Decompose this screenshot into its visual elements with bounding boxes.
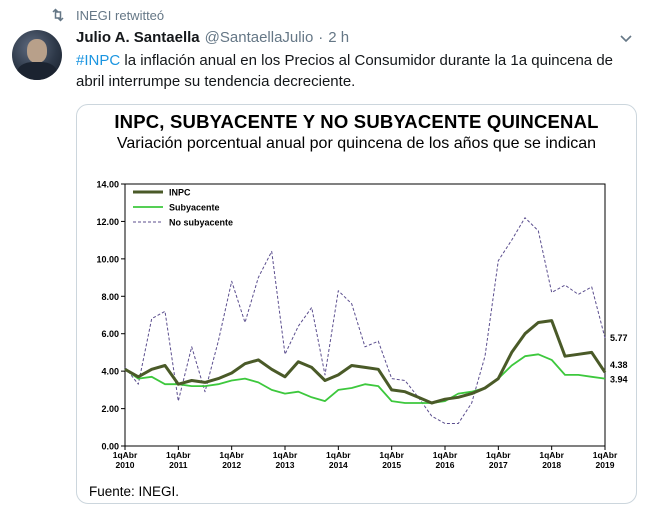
end-value-label: 5.77 [610, 333, 628, 343]
x-tick-label: 1qAbr [379, 450, 404, 460]
chart-title: INPC, SUBYACENTE Y NO SUBYACENTE QUINCEN… [114, 111, 599, 132]
x-tick-year: 2013 [276, 460, 295, 470]
x-tick-year: 2011 [169, 460, 188, 470]
x-tick-label: 1qAbr [539, 450, 564, 460]
x-tick-year: 2010 [116, 460, 135, 470]
x-tick-year: 2015 [382, 460, 401, 470]
y-tick-label: 6.00 [101, 329, 119, 339]
chevron-down-icon[interactable] [618, 30, 634, 46]
retweet-context: INEGI retwitteó [50, 5, 164, 25]
tweet-media-chart[interactable]: INPC, SUBYACENTE Y NO SUBYACENTE QUINCEN… [76, 104, 637, 504]
x-tick-label: 1qAbr [433, 450, 458, 460]
series-line-inpc [124, 319, 607, 405]
series-line-subyacente [124, 353, 606, 404]
y-tick-label: 10.00 [96, 254, 119, 264]
legend-label: INPC [169, 188, 191, 198]
tweet-time[interactable]: 2 h [328, 29, 350, 46]
y-tick-label: 2.00 [101, 404, 119, 414]
x-tick-label: 1qAbr [593, 450, 618, 460]
line-chart: 0.00 2.00 4.00 6.00 8.00 10.00 12.00 14.00 1qAbr… [96, 180, 628, 471]
x-tick-label: 1qAbr [166, 450, 191, 460]
author-name[interactable]: Julio A. Santaella [76, 29, 200, 46]
x-tick-year: 2012 [222, 460, 241, 470]
retweet-icon [50, 8, 66, 22]
x-tick-label: 1qAbr [486, 450, 511, 460]
plot-area [124, 183, 606, 447]
x-tick-label: 1qAbr [273, 450, 298, 460]
x-tick-year: 2019 [596, 460, 615, 470]
chart-subtitle: Variación porcentual anual por quincena … [116, 135, 597, 152]
chart-source: Fuente: INEGI. [89, 484, 180, 499]
tweet-text: #INPC la inflación anual en los Precios … [76, 50, 636, 92]
x-tick-label: 1qAbr [219, 450, 244, 460]
x-tick-year: 2018 [542, 460, 561, 470]
series-line-no-subyacente [124, 217, 606, 424]
x-tick-label: 1qAbr [326, 450, 351, 460]
y-tick-label: 0.00 [101, 442, 119, 452]
avatar[interactable] [12, 30, 62, 80]
legend-label: No subyacente [169, 218, 233, 228]
tweet-header: Julio A. Santaella @SantaellaJulio · 2 h [76, 29, 349, 46]
time-separator: · [318, 29, 324, 46]
end-value-label: 3.94 [610, 374, 628, 384]
x-tick-year: 2017 [489, 460, 508, 470]
y-tick-label: 8.00 [101, 292, 119, 302]
retweet-label[interactable]: INEGI retwitteó [76, 7, 165, 23]
end-value-label: 4.38 [610, 360, 628, 370]
hashtag-link[interactable]: #INPC [76, 52, 121, 69]
x-tick-year: 2014 [329, 460, 348, 470]
x-tick-year: 2016 [436, 460, 455, 470]
y-tick-label: 4.00 [101, 367, 119, 377]
tweet-body: la inflación anual en los Precios al Con… [76, 52, 613, 90]
y-tick-label: 12.00 [96, 217, 119, 227]
x-tick-label: 1qAbr [113, 450, 138, 460]
legend-label: Subyacente [169, 203, 220, 213]
y-tick-label: 14.00 [96, 180, 119, 190]
author-handle[interactable]: @SantaellaJulio [204, 29, 314, 46]
